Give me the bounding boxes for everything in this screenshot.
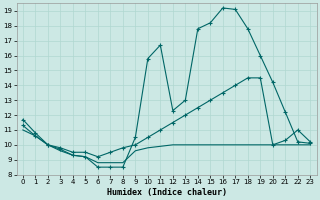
X-axis label: Humidex (Indice chaleur): Humidex (Indice chaleur) xyxy=(107,188,227,197)
